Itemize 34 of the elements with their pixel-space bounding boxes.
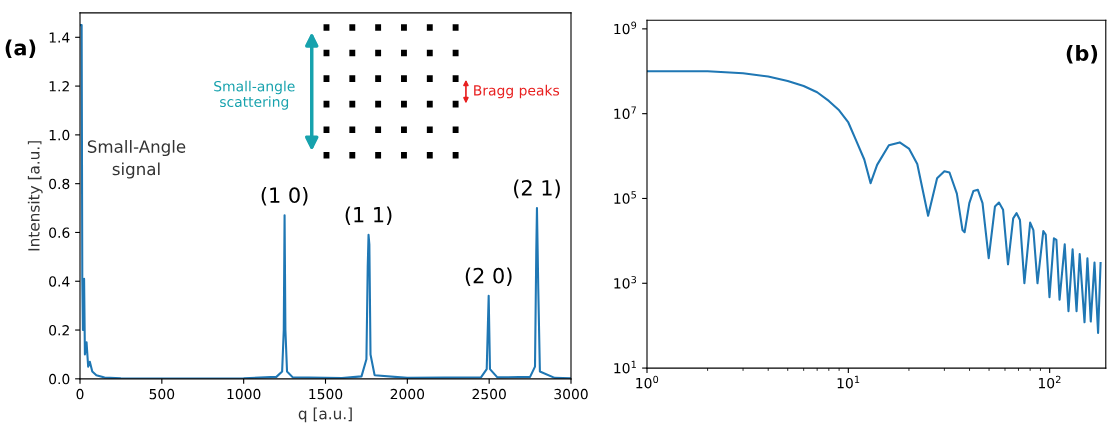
annotation: (b) (1066, 44, 1098, 64)
y-tick-label: 0.0 (49, 373, 70, 385)
y-tick-label: 10$^{9}$ (614, 21, 637, 35)
y-axis-title: Intensity [a.u.] (27, 141, 43, 251)
y-tick-label: 10$^{3}$ (614, 275, 637, 289)
x-axis-title: q [a.u.] (298, 407, 352, 423)
annotation: Small-angle scattering (214, 80, 295, 110)
x-tick-label: 10$^{2}$ (1038, 375, 1061, 389)
x-tick-label: 2000 (390, 388, 425, 400)
y-tick-label: 1.0 (49, 129, 70, 141)
annotation: (2 1) (514, 179, 560, 199)
annotation: (1 1) (345, 206, 392, 225)
y-tick-label: 0.2 (49, 325, 69, 336)
x-tick-label: 0 (76, 388, 84, 400)
x-tick-label: 1500 (309, 388, 343, 400)
x-tick-label: 2500 (472, 388, 506, 400)
y-tick-label: 0.4 (49, 276, 70, 287)
x-tick-label: 3000 (554, 388, 588, 400)
y-tick-label: 10$^{7}$ (614, 106, 636, 120)
y-tick-label: 1.4 (49, 32, 70, 43)
x-tick-label: 10$^{1}$ (837, 375, 860, 389)
x-tick-label: 500 (149, 388, 175, 400)
x-tick-label: 10$^{0}$ (636, 375, 659, 389)
y-tick-label: 10$^{5}$ (614, 191, 636, 204)
y-tick-label: 0.8 (49, 178, 70, 190)
x-tick-label: 1000 (227, 388, 261, 400)
annotation: (2 0) (465, 267, 512, 286)
text: (a) (5, 39, 36, 58)
annotation: (1 0) (261, 186, 308, 206)
annotation: Bragg peaks (474, 84, 560, 99)
y-tick-label: 10$^{1}$ (614, 360, 636, 374)
annotation: Small-Angle signal (87, 139, 186, 179)
y-tick-label: 1.2 (49, 81, 69, 92)
y-tick-label: 0.6 (49, 227, 70, 238)
